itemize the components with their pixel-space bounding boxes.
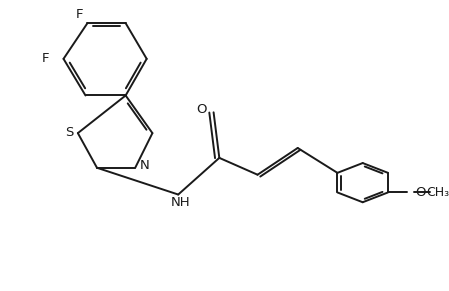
- Text: F: F: [76, 8, 84, 21]
- Text: N: N: [140, 159, 150, 172]
- Text: CH₃: CH₃: [426, 186, 449, 199]
- Text: NH: NH: [171, 196, 190, 209]
- Text: S: S: [65, 126, 74, 139]
- Text: O: O: [415, 186, 425, 199]
- Text: F: F: [42, 52, 49, 65]
- Text: O: O: [196, 103, 207, 116]
